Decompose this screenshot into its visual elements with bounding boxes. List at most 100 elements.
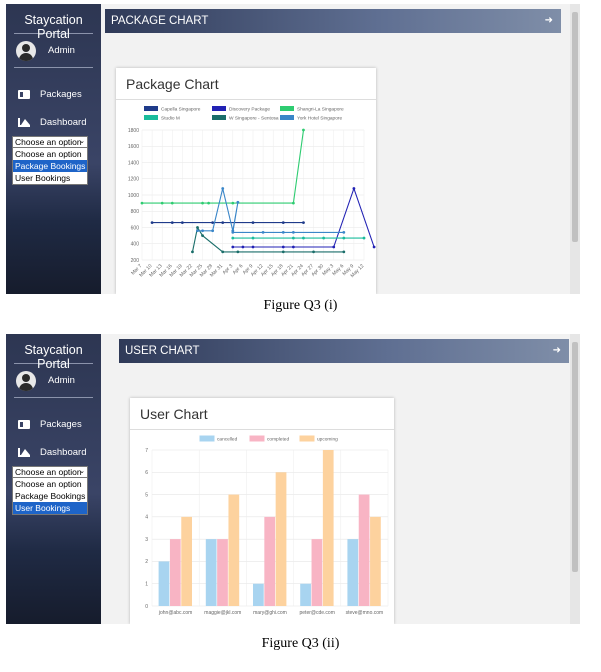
data-point (231, 236, 235, 240)
logout-icon[interactable]: ➜ (552, 345, 561, 356)
data-point (231, 230, 235, 234)
packages-icon (18, 419, 30, 429)
bar (275, 472, 287, 606)
select-option[interactable]: Choose an option (15, 479, 82, 489)
select-option[interactable]: Choose an option (15, 149, 82, 159)
header-bar: PACKAGE CHART ➜ (105, 9, 561, 33)
scrollbar[interactable] (570, 334, 580, 624)
y-tick-label: 400 (131, 242, 140, 248)
logout-icon[interactable]: ➜ (544, 15, 553, 26)
data-point (221, 221, 225, 225)
page-title: PACKAGE CHART (111, 15, 209, 27)
card-title: Package Chart (116, 68, 376, 100)
data-point (180, 221, 184, 225)
legend-label: Shangri-La Singapore (297, 107, 344, 113)
scrollbar[interactable] (570, 4, 580, 294)
user-profile[interactable]: Admin (14, 34, 93, 68)
data-point (332, 245, 336, 249)
package-chart-screenshot: Staycation Portal Admin Packages Dashboa… (6, 4, 580, 294)
legend-swatch (199, 435, 215, 442)
chart-icon (18, 117, 30, 127)
series-line (191, 226, 344, 253)
legend-label: Discovery Package (229, 107, 270, 113)
chart-select[interactable]: Choose an option ⌄ Choose an option Pack… (12, 466, 88, 515)
data-point (170, 201, 174, 205)
portal-title: Staycation Portal (14, 4, 93, 41)
data-point (231, 245, 235, 249)
legend-swatch (144, 106, 158, 111)
data-point (291, 245, 295, 249)
select-option[interactable]: Package Bookings (15, 491, 86, 501)
legend-swatch (280, 115, 294, 120)
data-point (352, 187, 356, 190)
data-point (372, 245, 376, 249)
select-value: Choose an option (15, 137, 82, 147)
legend-label: upcoming (317, 437, 338, 443)
legend-label: York Hotel Singapore (297, 116, 342, 122)
select-box[interactable]: Choose an option ⌄ (12, 136, 88, 148)
data-point (251, 245, 255, 249)
bar (217, 539, 228, 606)
data-point (251, 236, 255, 240)
select-option[interactable]: Package Bookings (13, 160, 87, 172)
sidebar-item-label: Dashboard (40, 116, 87, 128)
data-point (140, 201, 144, 205)
sidebar-item-packages[interactable]: Packages (18, 410, 101, 438)
data-point (201, 229, 204, 233)
sidebar-item-dashboard[interactable]: Dashboard (18, 108, 101, 136)
data-point (196, 229, 199, 233)
y-tick-label: 1600 (128, 144, 139, 150)
y-tick-label: 1400 (128, 160, 139, 166)
chevron-down-icon: ⌄ (79, 138, 85, 145)
data-point (342, 250, 346, 254)
legend-label: Capella Singapore (161, 107, 201, 113)
sidebar-item-packages[interactable]: Packages (18, 80, 101, 108)
data-point (191, 250, 194, 254)
data-point (302, 236, 305, 240)
data-point (302, 128, 305, 132)
sidebar: Staycation Portal Admin Packages Dashboa… (6, 4, 101, 294)
portal-title: Staycation Portal (14, 334, 93, 371)
user-profile[interactable]: Admin (14, 364, 93, 398)
data-point (342, 236, 346, 240)
bar (169, 539, 181, 606)
select-box[interactable]: Choose an option ⌄ (12, 466, 88, 478)
y-tick-label: 600 (131, 225, 140, 231)
data-point (211, 221, 215, 225)
package-line-chart: Capella Singapore Discovery Package Shangr… (128, 106, 376, 279)
legend-label: cancelled (217, 437, 238, 443)
y-tick-label: 4 (145, 515, 148, 521)
avatar (16, 370, 36, 391)
sidebar-item-dashboard[interactable]: Dashboard (18, 438, 101, 466)
scrollbar-thumb[interactable] (572, 12, 578, 242)
y-tick-label: 800 (131, 209, 140, 215)
data-point (231, 201, 235, 205)
y-tick-label: 5 (145, 492, 148, 498)
bar (228, 494, 240, 606)
bar (370, 516, 381, 606)
select-value: Choose an option (15, 467, 82, 477)
legend-swatch (144, 115, 158, 120)
bar (205, 539, 217, 606)
data-point (291, 230, 295, 234)
data-point (201, 201, 204, 205)
page-title: USER CHART (125, 345, 200, 357)
data-point (241, 245, 245, 249)
bar (358, 494, 370, 606)
chart-card: Package Chart Capella Singapore Discovery… (116, 68, 376, 294)
y-tick-label: 0 (145, 604, 148, 610)
x-tick-label: john@abc.com (158, 610, 192, 616)
data-point (236, 250, 240, 254)
scrollbar-thumb[interactable] (572, 342, 578, 572)
select-option[interactable]: User Bookings (13, 502, 87, 514)
select-options: Choose an option Package Bookings User B… (12, 148, 88, 185)
data-point (362, 236, 366, 240)
bar (158, 561, 170, 606)
select-option[interactable]: User Bookings (15, 173, 71, 183)
bar (322, 450, 334, 606)
y-tick-label: 200 (131, 258, 140, 264)
x-tick-label: peter@cde.com (300, 610, 335, 616)
data-point (251, 221, 255, 225)
chart-select[interactable]: Choose an option ⌄ Choose an option Pack… (12, 136, 88, 185)
data-point (342, 230, 346, 234)
